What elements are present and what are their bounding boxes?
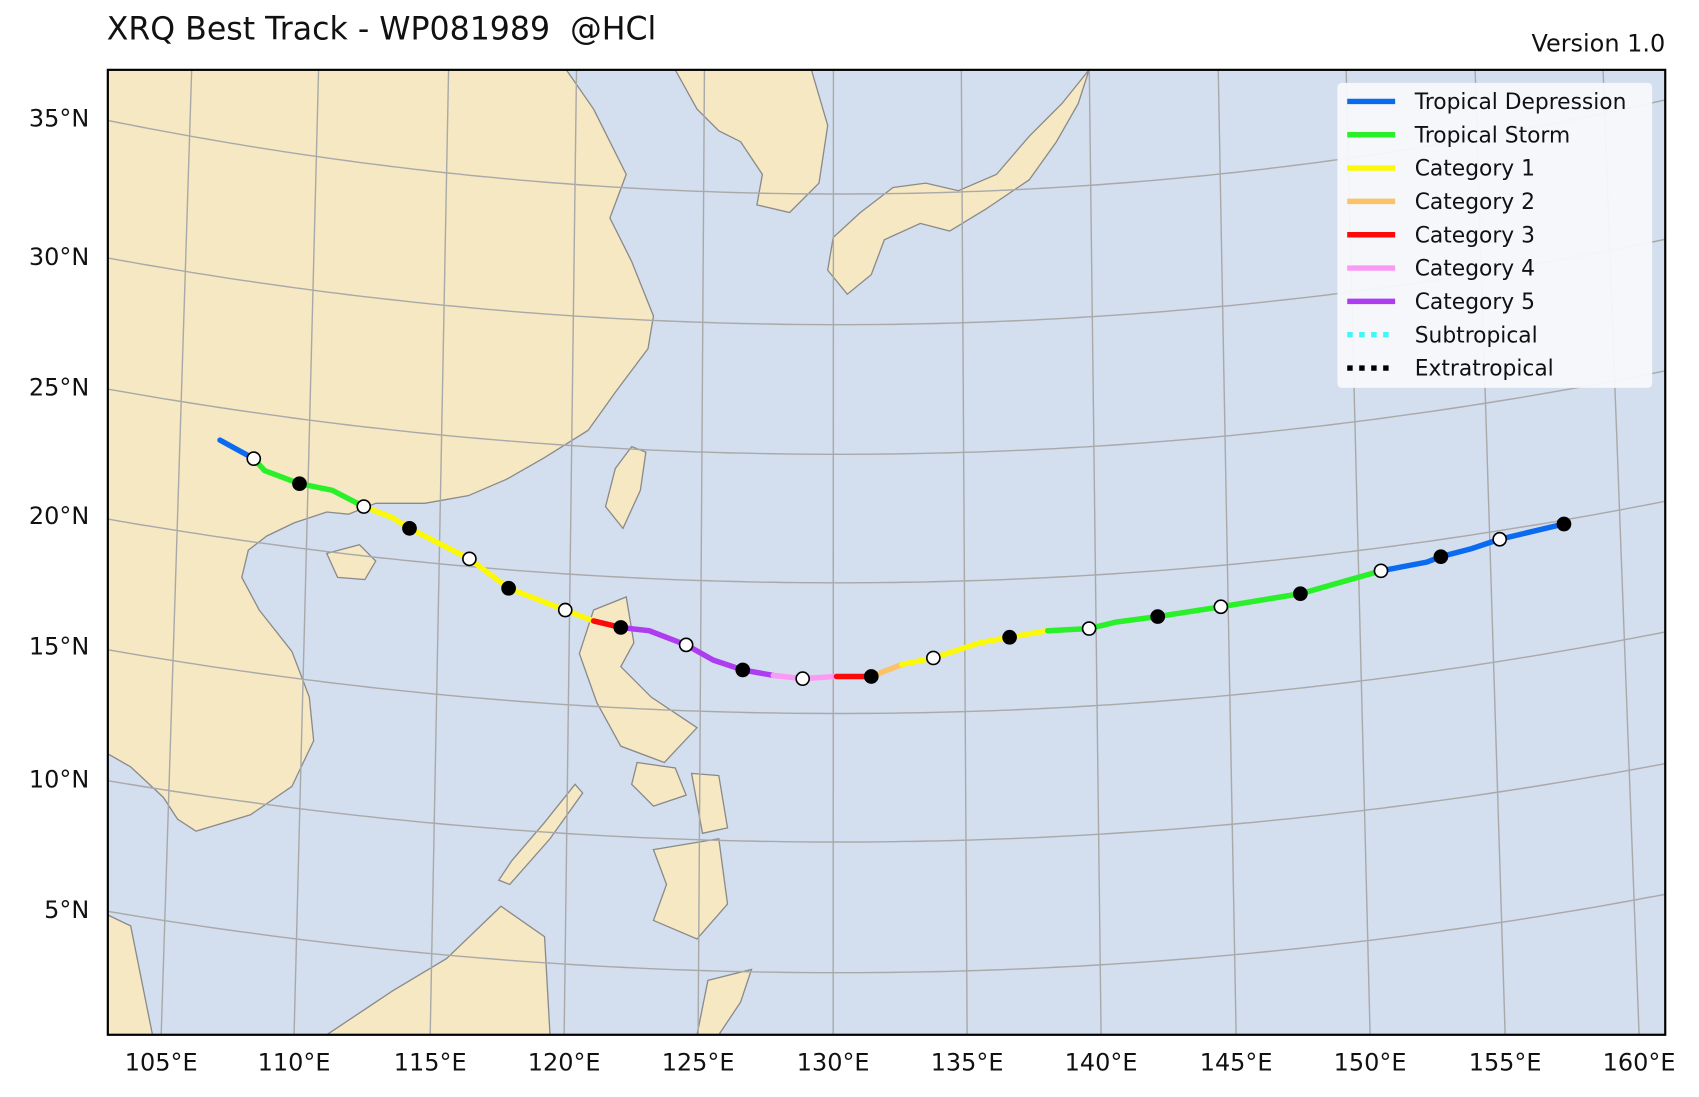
- legend-label: Category 3: [1415, 223, 1535, 248]
- lon-label: 125°E: [662, 1049, 735, 1077]
- lat-label: 35°N: [29, 104, 89, 132]
- lat-label: 10°N: [29, 766, 89, 794]
- lon-label: 135°E: [931, 1049, 1004, 1077]
- track-points: [246, 451, 1572, 686]
- map-frame: [106, 68, 1667, 1036]
- lon-label: 130°E: [797, 1049, 870, 1077]
- lon-label: 160°E: [1603, 1049, 1676, 1077]
- meridian: [697, 69, 706, 1035]
- parallel: [107, 762, 1666, 843]
- legend-label: Extratropical: [1415, 357, 1554, 382]
- lon-labels: 105°E 110°E 115°E 120°E 125°E 130°E 135°E 140°E…: [125, 1049, 1676, 1077]
- meridian: [160, 69, 193, 1035]
- parallel: [107, 370, 1666, 456]
- lon-label: 140°E: [1065, 1049, 1138, 1077]
- lon-label: 120°E: [528, 1049, 601, 1077]
- version: Version 1.0: [1531, 29, 1665, 57]
- lat-label: 5°N: [44, 896, 89, 924]
- land: [107, 69, 1090, 1035]
- lon-label: 155°E: [1469, 1049, 1542, 1077]
- legend-label: Category 5: [1415, 290, 1535, 315]
- meridian: [27, 70, 64, 1035]
- parallel: [107, 893, 1666, 974]
- lat-label: 20°N: [29, 502, 89, 530]
- legend: Tropical Depression Tropical Storm Categor…: [1337, 82, 1653, 388]
- meridian: [293, 69, 320, 1035]
- lon-label: 145°E: [1200, 1049, 1273, 1077]
- legend-label: Tropical Depression: [1414, 90, 1627, 115]
- lat-label: 25°N: [29, 373, 89, 401]
- lon-label: 105°E: [125, 1049, 198, 1077]
- meridian: [563, 69, 578, 1035]
- track: [217, 437, 1572, 686]
- lat-label: 30°N: [29, 243, 89, 271]
- parallel: [107, 500, 1666, 584]
- legend-label: Category 1: [1415, 157, 1535, 182]
- meridian: [960, 69, 968, 1035]
- lon-label: 110°E: [258, 1049, 331, 1077]
- meridian: [1088, 69, 1102, 1035]
- lon-label: 115°E: [394, 1049, 467, 1077]
- track-segment: [1378, 521, 1567, 574]
- legend-label: Category 2: [1415, 190, 1535, 215]
- parallel: [107, 631, 1666, 715]
- track-segment: [899, 628, 1051, 668]
- legend-label: Subtropical: [1415, 323, 1538, 348]
- legend-label: Category 4: [1415, 257, 1535, 282]
- graticule: [27, 69, 1666, 1035]
- lon-label: 150°E: [1334, 1049, 1407, 1077]
- meridian: [1217, 69, 1237, 1035]
- legend-box: [1337, 82, 1653, 388]
- lat-labels: 35°N 30°N 25°N 20°N 15°N 10°N 5°N: [29, 104, 89, 924]
- legend-label: Tropical Storm: [1414, 123, 1570, 148]
- meridian: [429, 69, 450, 1035]
- lat-label: 15°N: [29, 633, 89, 661]
- title: XRQ Best Track - WP081989 @HCl: [107, 11, 657, 47]
